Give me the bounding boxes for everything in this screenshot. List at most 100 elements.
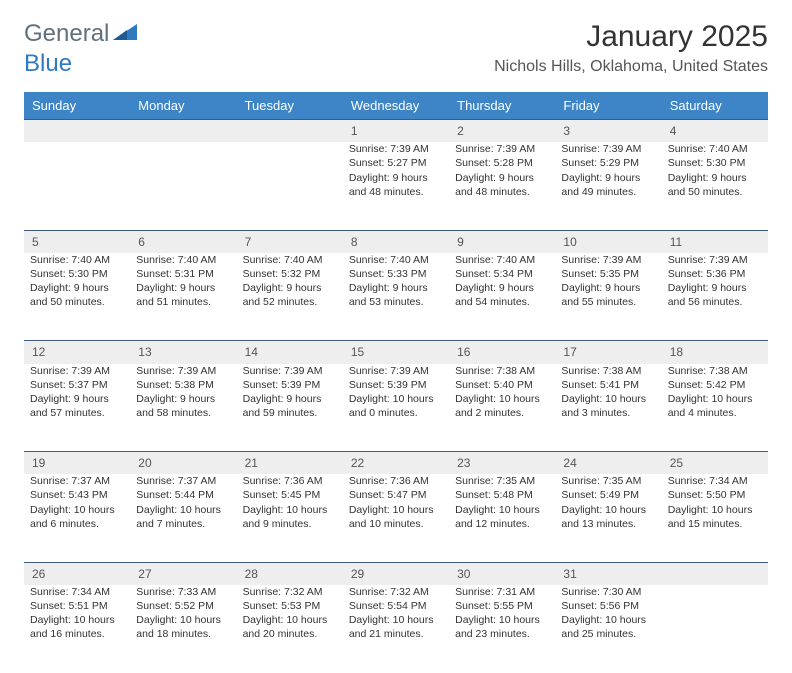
day-number-cell: 30 [449,562,555,585]
sunrise-label: Sunrise: 7:39 AM [455,142,549,156]
sunset-label: Sunset: 5:32 PM [243,267,337,281]
sunrise-label: Sunrise: 7:40 AM [455,253,549,267]
daylight-label: Daylight: 10 hours [668,503,762,517]
sunrise-label: Sunrise: 7:33 AM [136,585,230,599]
day-number-cell: 10 [555,230,661,253]
sunset-label: Sunset: 5:51 PM [30,599,124,613]
day-cell: Sunrise: 7:39 AMSunset: 5:29 PMDaylight:… [555,142,661,230]
day-cell: Sunrise: 7:36 AMSunset: 5:47 PMDaylight:… [343,474,449,562]
sunrise-label: Sunrise: 7:39 AM [349,364,443,378]
daylight-label-2: and 57 minutes. [30,406,124,420]
calendar-table: SundayMondayTuesdayWednesdayThursdayFrid… [24,92,768,673]
day-cell: Sunrise: 7:39 AMSunset: 5:37 PMDaylight:… [24,364,130,452]
day-number-cell: 13 [130,341,236,364]
sunrise-label: Sunrise: 7:39 AM [243,364,337,378]
day-cell: Sunrise: 7:39 AMSunset: 5:28 PMDaylight:… [449,142,555,230]
daylight-label-2: and 51 minutes. [136,295,230,309]
daylight-label-2: and 56 minutes. [668,295,762,309]
day-number-cell: 18 [662,341,768,364]
daylight-label: Daylight: 10 hours [136,503,230,517]
daylight-label: Daylight: 10 hours [243,503,337,517]
brand-general: General [24,20,109,48]
daylight-label: Daylight: 10 hours [349,503,443,517]
day-number-row: 1234 [24,120,768,143]
sunrise-label: Sunrise: 7:40 AM [136,253,230,267]
sunset-label: Sunset: 5:47 PM [349,488,443,502]
sunrise-label: Sunrise: 7:38 AM [668,364,762,378]
weekday-header: Wednesday [343,92,449,120]
daylight-label: Daylight: 10 hours [349,392,443,406]
sunset-label: Sunset: 5:53 PM [243,599,337,613]
sunset-label: Sunset: 5:36 PM [668,267,762,281]
day-content-row: Sunrise: 7:39 AM Sunset: 5:37 PM Daylight:… [24,364,768,452]
sunset-label: Sunset: 5:39 PM [349,378,443,392]
day-cell: Sunrise: 7:30 AMSunset: 5:56 PMDaylight:… [555,585,661,673]
sunset-label: Sunset: 5:37 PM [30,378,124,392]
sunset-label: Sunset: 5:50 PM [668,488,762,502]
day-cell [662,585,768,673]
daylight-label-2: and 54 minutes. [455,295,549,309]
sunrise-label: Sunrise: 7:40 AM [349,253,443,267]
sunrise-label: Sunrise: 7:39 AM [668,253,762,267]
day-cell: Sunrise: 7:38 AMSunset: 5:42 PMDaylight:… [662,364,768,452]
weekday-header-row: SundayMondayTuesdayWednesdayThursdayFrid… [24,92,768,120]
weekday-header: Saturday [662,92,768,120]
daylight-label: Daylight: 9 hours [243,392,337,406]
day-cell: Sunrise: 7:37 AMSunset: 5:44 PMDaylight:… [130,474,236,562]
daylight-label-2: and 49 minutes. [561,185,655,199]
sunset-label: Sunset: 5:33 PM [349,267,443,281]
day-cell [24,142,130,230]
sunset-label: Sunset: 5:39 PM [243,378,337,392]
daylight-label-2: and 0 minutes. [349,406,443,420]
sunset-label: Sunset: 5:45 PM [243,488,337,502]
day-cell: Sunrise: 7:39 AMSunset: 5:39 PMDaylight:… [237,364,343,452]
daylight-label-2: and 50 minutes. [668,185,762,199]
day-number-cell: 20 [130,452,236,475]
day-number-cell: 28 [237,562,343,585]
day-cell: Sunrise: 7:38 AMSunset: 5:40 PMDaylight:… [449,364,555,452]
sunset-label: Sunset: 5:43 PM [30,488,124,502]
sunrise-label: Sunrise: 7:32 AM [243,585,337,599]
sunrise-label: Sunrise: 7:37 AM [136,474,230,488]
daylight-label: Daylight: 9 hours [136,392,230,406]
sunset-label: Sunset: 5:49 PM [561,488,655,502]
weekday-header: Thursday [449,92,555,120]
day-cell: Sunrise: 7:37 AMSunset: 5:43 PMDaylight:… [24,474,130,562]
sunset-label: Sunset: 5:27 PM [349,156,443,170]
day-number-cell: 7 [237,230,343,253]
daylight-label-2: and 9 minutes. [243,517,337,531]
daylight-label: Daylight: 10 hours [30,613,124,627]
daylight-label-2: and 55 minutes. [561,295,655,309]
day-number-cell: 29 [343,562,449,585]
day-number-cell [662,562,768,585]
day-number-cell [130,120,236,143]
sunrise-label: Sunrise: 7:35 AM [561,474,655,488]
day-number-cell: 25 [662,452,768,475]
sunset-label: Sunset: 5:35 PM [561,267,655,281]
sunrise-label: Sunrise: 7:40 AM [243,253,337,267]
day-cell [237,142,343,230]
sunrise-label: Sunrise: 7:31 AM [455,585,549,599]
daylight-label-2: and 48 minutes. [455,185,549,199]
day-content-row: Sunrise: 7:39 AM Sunset: 5:27 PM Daylight:… [24,142,768,230]
weekday-header: Sunday [24,92,130,120]
day-number-cell: 14 [237,341,343,364]
sunrise-label: Sunrise: 7:39 AM [561,142,655,156]
daylight-label: Daylight: 9 hours [668,171,762,185]
sunrise-label: Sunrise: 7:37 AM [30,474,124,488]
day-cell: Sunrise: 7:40 AMSunset: 5:31 PMDaylight:… [130,253,236,341]
day-content-row: Sunrise: 7:40 AMSunset: 5:30 PMDaylight:… [24,253,768,341]
weekday-header: Tuesday [237,92,343,120]
day-cell: Sunrise: 7:40 AMSunset: 5:30 PMDaylight:… [24,253,130,341]
day-cell: Sunrise: 7:40 AMSunset: 5:30 PMDaylight:… [662,142,768,230]
sunset-label: Sunset: 5:55 PM [455,599,549,613]
sunset-label: Sunset: 5:54 PM [349,599,443,613]
day-number-cell [237,120,343,143]
day-cell: Sunrise: 7:40 AMSunset: 5:32 PMDaylight:… [237,253,343,341]
day-number-cell: 17 [555,341,661,364]
day-cell: Sunrise: 7:35 AMSunset: 5:48 PMDaylight:… [449,474,555,562]
day-cell: Sunrise: 7:32 AMSunset: 5:54 PMDaylight:… [343,585,449,673]
daylight-label: Daylight: 10 hours [668,392,762,406]
sunrise-label: Sunrise: 7:38 AM [455,364,549,378]
sunset-label: Sunset: 5:40 PM [455,378,549,392]
